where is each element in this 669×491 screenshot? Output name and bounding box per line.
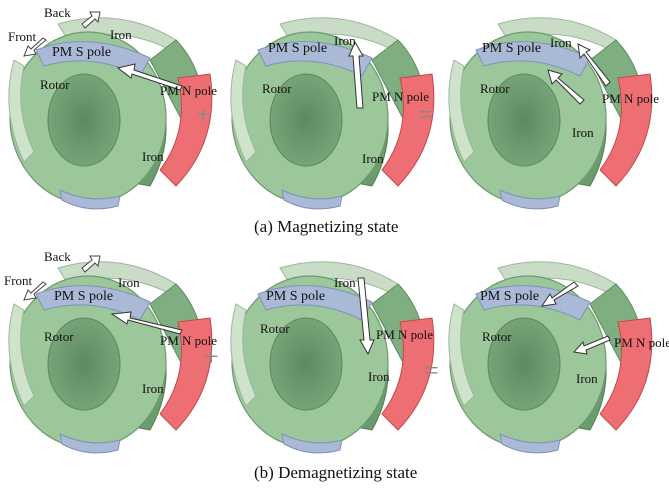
pm-n-pole-label-b1: PM N pole bbox=[160, 333, 218, 348]
pm-s-pole-label-b3: PM S pole bbox=[480, 289, 540, 304]
pm-n-pole-label-a1: PM N pole bbox=[160, 83, 218, 98]
iron-label-top-a2: Iron bbox=[334, 33, 356, 48]
rotor-label-a1: Rotor bbox=[40, 77, 70, 92]
machine-b2 bbox=[230, 261, 435, 454]
flux-arrow-a1 bbox=[116, 63, 183, 91]
front-label: Front bbox=[8, 29, 37, 44]
pm-s-pole-label-a1: PM S pole bbox=[52, 45, 112, 60]
front-direction-arrow-b bbox=[23, 281, 47, 301]
pm-n-pole-label-b3: PM N pole bbox=[614, 335, 669, 350]
machine-a3 bbox=[448, 17, 653, 210]
rotor-label-b1: Rotor bbox=[44, 329, 74, 344]
pm-s-pole-label-b2: PM S pole bbox=[266, 289, 326, 304]
flux-arrow-b3-top bbox=[540, 281, 579, 307]
pm-s-pole-label-b1: PM S pole bbox=[54, 289, 114, 304]
equals-operator-b: = bbox=[424, 356, 439, 385]
iron-label-bottom-a1: Iron bbox=[142, 149, 164, 164]
flux-arrow-a2 bbox=[348, 40, 364, 109]
caption-magnetizing: (a) Magnetizing state bbox=[254, 217, 399, 236]
equals-operator-a: = bbox=[418, 100, 433, 129]
pm-s-pole-label-a2: PM S pole bbox=[268, 41, 328, 56]
back-label: Back bbox=[44, 5, 71, 20]
flux-arrow-a3-left bbox=[547, 69, 585, 105]
plus-operator-a: + bbox=[196, 100, 211, 129]
iron-label-top-b1: Iron bbox=[118, 275, 140, 290]
plus-operator-b: + bbox=[204, 342, 219, 371]
iron-label-bottom-b3: Iron bbox=[576, 371, 598, 386]
front-label-b: Front bbox=[4, 273, 33, 288]
iron-label-bottom-b1: Iron bbox=[142, 381, 164, 396]
back-direction-arrow-b bbox=[81, 255, 101, 273]
machine-a2 bbox=[230, 17, 435, 210]
machine-b3 bbox=[448, 261, 653, 454]
pm-n-pole-label-a3: PM N pole bbox=[602, 91, 660, 106]
iron-label-top-a1: Iron bbox=[110, 27, 132, 42]
back-direction-arrow bbox=[81, 11, 101, 29]
flux-arrow-b1 bbox=[110, 311, 183, 335]
pm-s-pole-label-a3: PM S pole bbox=[482, 41, 542, 56]
iron-label-bottom-b2: Iron bbox=[368, 369, 390, 384]
iron-label-top-a3: Iron bbox=[550, 35, 572, 50]
rotor-label-a3: Rotor bbox=[480, 81, 510, 96]
back-label-b: Back bbox=[44, 249, 71, 264]
rotor-label-b3: Rotor bbox=[482, 329, 512, 344]
rotor-label-b2: Rotor bbox=[260, 321, 290, 336]
pm-n-pole-label-b2: PM N pole bbox=[376, 327, 434, 342]
iron-label-top-b2: Iron bbox=[334, 275, 356, 290]
rotor-label-a2: Rotor bbox=[262, 81, 292, 96]
iron-label-bottom-a2: Iron bbox=[362, 151, 384, 166]
caption-demagnetizing: (b) Demagnetizing state bbox=[254, 463, 418, 482]
flux-arrow-b2 bbox=[357, 277, 375, 356]
pm-n-pole-label-a2: PM N pole bbox=[372, 89, 430, 104]
iron-label-bottom-a3: Iron bbox=[572, 125, 594, 140]
flux-arrow-b3-bottom bbox=[573, 335, 611, 355]
flux-arrow-a3-right bbox=[577, 43, 611, 87]
front-direction-arrow bbox=[23, 37, 47, 57]
